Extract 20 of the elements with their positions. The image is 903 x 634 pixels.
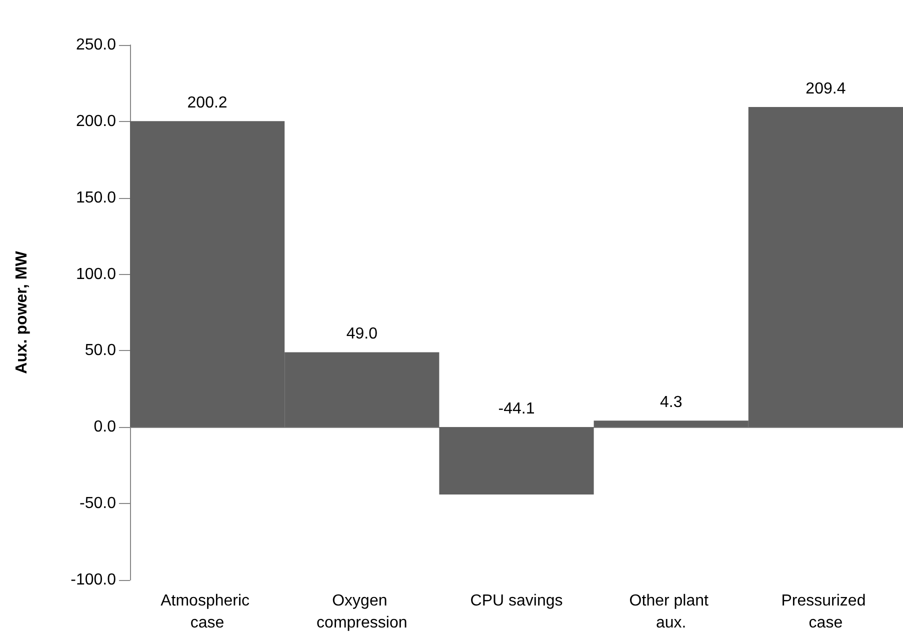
y-tick-label: 250.0: [76, 36, 116, 54]
data-label: 4.3: [660, 394, 682, 412]
y-tick-label: 50.0: [84, 342, 116, 360]
x-tick-label: Oxygen compression: [316, 592, 408, 632]
y-tick-label: -100.0: [70, 572, 116, 588]
y-tick-label: 0.0: [94, 418, 116, 436]
x-tick-label: CPU savings: [470, 592, 563, 610]
x-tick-label: Atmospheric case: [160, 592, 254, 632]
y-tick-label: 150.0: [76, 189, 116, 206]
y-tick-label: -50.0: [80, 495, 116, 512]
y-axis-title: Aux. power, MW: [14, 250, 30, 374]
data-label: -44.1: [498, 400, 535, 418]
y-tick-label: 200.0: [76, 112, 116, 130]
data-label: 200.2: [187, 94, 228, 112]
x-tick-label: Other plant aux.: [629, 592, 713, 632]
data-label: 49.0: [346, 326, 378, 343]
y-tick-label: 100.0: [76, 266, 116, 283]
x-tick-label: Pressurized case: [781, 592, 870, 632]
bar: [439, 427, 594, 495]
data-label: 209.4: [806, 80, 846, 98]
